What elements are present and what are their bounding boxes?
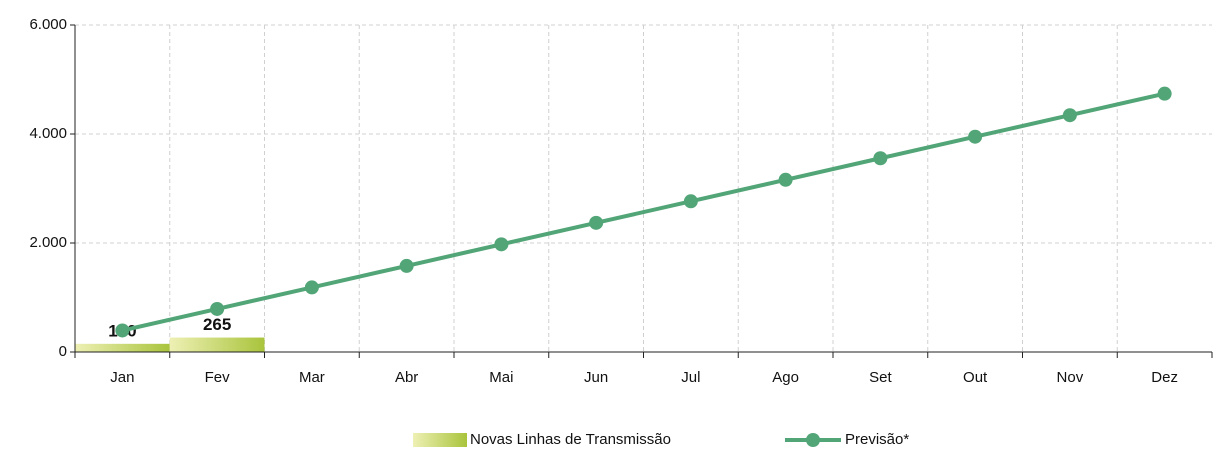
y-tick-label: 0 — [59, 343, 67, 360]
x-tick-label: Nov — [1057, 369, 1084, 386]
x-tick-label: Dez — [1151, 369, 1178, 386]
point — [1062, 108, 1077, 123]
legend-label: Previsão* — [845, 431, 909, 448]
x-tick-label: Jul — [681, 369, 700, 386]
x-tick-label: Abr — [395, 369, 418, 386]
x-tick-label: Mai — [489, 369, 513, 386]
x-tick-label: Jun — [584, 369, 608, 386]
x-tick-label: Ago — [772, 369, 799, 386]
x-tick-label: Out — [963, 369, 988, 386]
line — [121, 91, 1166, 333]
point — [304, 280, 319, 295]
point — [683, 194, 698, 209]
point — [494, 237, 509, 252]
point — [399, 258, 414, 273]
point — [210, 301, 225, 316]
x-tick-label: Mar — [299, 369, 325, 386]
point — [873, 151, 888, 166]
x-tick-label: Set — [869, 369, 892, 386]
y-tick-label: 4.000 — [29, 125, 67, 142]
y-tick-label: 2.000 — [29, 234, 67, 251]
point — [778, 172, 793, 187]
point — [1157, 86, 1172, 101]
legend-swatch — [806, 433, 820, 447]
bar — [75, 343, 170, 352]
x-tick-label: Jan — [110, 369, 134, 386]
point — [589, 215, 604, 230]
bar-value-label: 265 — [203, 315, 231, 334]
point — [968, 129, 983, 144]
point — [115, 323, 130, 338]
legend-swatch — [413, 433, 467, 447]
legend-label: Novas Linhas de Transmissão — [470, 431, 671, 448]
y-tick-label: 6.000 — [29, 16, 67, 33]
x-tick-label: Fev — [205, 369, 231, 386]
bar — [169, 337, 265, 352]
